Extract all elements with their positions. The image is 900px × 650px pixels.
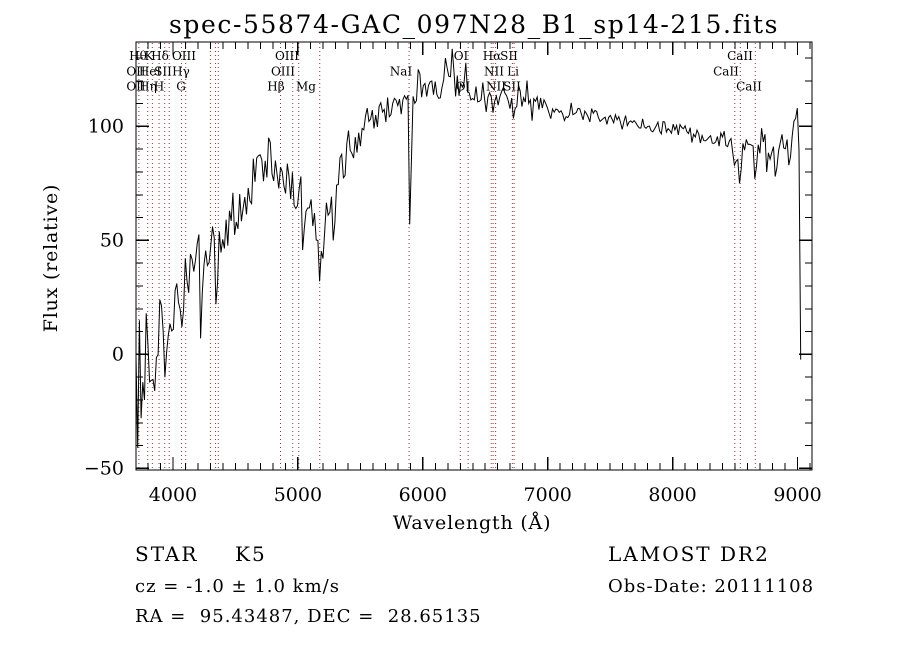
- x-axis-title: Wavelength (Å): [393, 512, 552, 534]
- spectral-line-label: Hθ: [129, 49, 147, 63]
- spectral-line-label: OI: [456, 80, 471, 94]
- plot-title: spec-55874-GAC_097N28_B1_sp14-215.fits: [169, 10, 779, 39]
- survey-release-label: LAMOST DR2: [608, 542, 770, 566]
- spectral-line-label: OI: [454, 49, 469, 63]
- obs-date-line: Obs-Date: 20111108: [608, 576, 815, 597]
- object-subclass: K5: [235, 542, 267, 566]
- spectral-line-label: NII: [486, 80, 506, 94]
- spectral-line-label: Hβ: [267, 80, 284, 94]
- spectral-line-label: Hη: [139, 80, 157, 94]
- spectral-line-label: K: [145, 49, 155, 63]
- spectral-line-label: NII: [484, 64, 504, 78]
- spectral-line-label: Mg: [296, 80, 316, 94]
- spectrum-trace: [135, 48, 802, 448]
- ra-dec-line: RA = 95.43487, DEC = 28.65135: [135, 606, 482, 627]
- y-tick-label: 0: [112, 343, 124, 365]
- x-tick-label: 4000: [149, 484, 197, 506]
- x-tick-label: 9000: [773, 484, 821, 506]
- spectral-line-label: HeI: [139, 64, 162, 78]
- spectral-line-label: G: [176, 80, 186, 94]
- spectral-line-label: SII: [500, 49, 518, 63]
- object-class-label: STAR: [135, 542, 199, 566]
- spectrum-flux-trace: [135, 48, 802, 448]
- spectral-line-label: OII: [126, 80, 146, 94]
- spectral-line-label: CaII: [713, 64, 739, 78]
- y-tick-label: −50: [84, 457, 124, 479]
- y-axis-title: Flux (relative): [40, 184, 62, 333]
- spectral-line-label: H: [154, 80, 164, 94]
- spectral-line-label: OIII: [172, 49, 196, 63]
- x-tick-label: 8000: [648, 484, 696, 506]
- cz-velocity-line: cz = -1.0 ± 1.0 km/s: [135, 576, 340, 597]
- spectral-line-label: OIII: [275, 49, 299, 63]
- spectral-line-label: Hγ: [172, 64, 190, 78]
- spectral-line-label: SII: [154, 64, 172, 78]
- plot-frame: [135, 41, 813, 471]
- x-tick-label: 6000: [399, 484, 447, 506]
- axes-frame: [135, 41, 813, 471]
- spectral-line-label: NaI: [390, 64, 413, 78]
- spectral-line-label: SII: [503, 80, 521, 94]
- spectral-line-label: Hα: [483, 49, 502, 63]
- axis-tick-labels: 4000 5000 6000 7000 8000 9000 −50 0 50 100: [84, 115, 822, 506]
- spectral-line-label: CaII: [727, 49, 753, 63]
- spectral-line-label: Li: [507, 64, 519, 78]
- spectral-line-label: OII: [126, 64, 146, 78]
- spectral-line-markers: [138, 43, 756, 469]
- x-tick-label: 5000: [274, 484, 322, 506]
- y-tick-label: 50: [100, 229, 124, 251]
- y-tick-label: 100: [88, 115, 124, 137]
- spectral-line-label: CaII: [736, 80, 762, 94]
- spectral-line-label: OIII: [271, 64, 295, 78]
- spectral-line-label: Hδ: [151, 49, 169, 63]
- x-tick-label: 7000: [524, 484, 572, 506]
